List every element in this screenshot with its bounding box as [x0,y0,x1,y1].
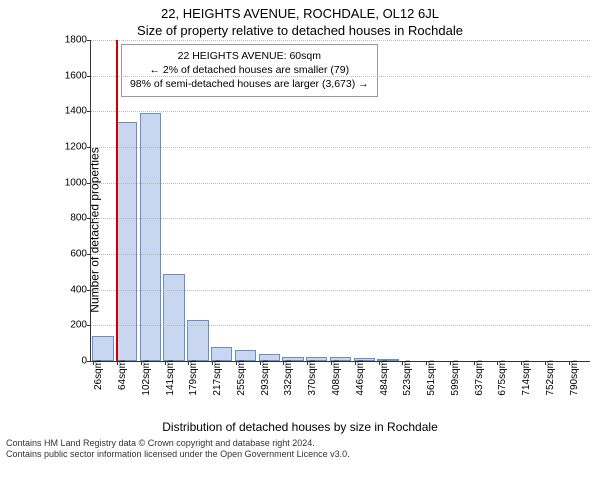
x-tick-label: 102sqm [141,360,152,396]
x-tick-label: 370sqm [307,360,318,396]
y-tick [87,147,91,148]
x-tick-label: 484sqm [379,360,390,396]
x-tick-label: 293sqm [260,360,271,396]
gridline [91,218,590,219]
x-tick-label: 637sqm [474,360,485,396]
y-tick-label: 600 [61,249,87,260]
y-tick [87,290,91,291]
x-tick-label: 64sqm [117,360,128,390]
x-tick-label: 752sqm [545,360,556,396]
histogram-bar [163,274,184,361]
histogram-bar [211,347,232,361]
x-tick-label: 790sqm [569,360,580,396]
marker-line [116,40,118,361]
y-tick [87,218,91,219]
y-tick-label: 200 [61,320,87,331]
y-tick-label: 1800 [61,35,87,46]
y-tick-label: 0 [61,356,87,367]
x-tick-label: 26sqm [93,360,104,390]
gridline [91,290,590,291]
gridline [91,325,590,326]
gridline [91,147,590,148]
y-tick-label: 800 [61,213,87,224]
x-tick-label: 217sqm [212,360,223,396]
footer: Contains HM Land Registry data © Crown c… [0,434,600,461]
legend-line1: 22 HEIGHTS AVENUE: 60sqm [130,49,369,63]
y-tick [87,111,91,112]
x-tick-label: 561sqm [426,360,437,396]
y-tick-label: 400 [61,284,87,295]
y-tick [87,254,91,255]
y-tick-label: 1200 [61,142,87,153]
page-title-line2: Size of property relative to detached ho… [0,21,600,40]
footer-line1: Contains HM Land Registry data © Crown c… [6,438,594,449]
legend-box: 22 HEIGHTS AVENUE: 60sqm ← 2% of detache… [121,44,378,97]
y-tick [87,40,91,41]
gridline [91,76,590,77]
x-tick-label: 599sqm [450,360,461,396]
y-tick [87,183,91,184]
x-axis-label: Distribution of detached houses by size … [0,420,600,434]
gridline [91,111,590,112]
gridline [91,254,590,255]
footer-line2: Contains public sector information licen… [6,449,594,460]
x-tick-label: 523sqm [402,360,413,396]
x-tick-label: 255sqm [236,360,247,396]
histogram-bar [92,336,113,361]
gridline [91,183,590,184]
page-title-line1: 22, HEIGHTS AVENUE, ROCHDALE, OL12 6JL [0,0,600,21]
y-tick-label: 1000 [61,177,87,188]
x-tick-label: 446sqm [355,360,366,396]
histogram-bar [140,113,161,361]
x-tick-label: 141sqm [165,360,176,396]
x-tick-label: 179sqm [188,360,199,396]
x-tick-label: 714sqm [521,360,532,396]
plot-area: 22 HEIGHTS AVENUE: 60sqm ← 2% of detache… [90,40,590,362]
y-tick-label: 1400 [61,106,87,117]
x-tick-label: 675sqm [497,360,508,396]
gridline [91,40,590,41]
y-tick [87,76,91,77]
y-tick [87,361,91,362]
x-tick-label: 408sqm [331,360,342,396]
y-tick [87,325,91,326]
y-tick-label: 1600 [61,70,87,81]
x-tick-label: 332sqm [283,360,294,396]
chart-container: Number of detached properties 22 HEIGHTS… [60,40,590,420]
legend-line3: 98% of semi-detached houses are larger (… [130,77,369,91]
